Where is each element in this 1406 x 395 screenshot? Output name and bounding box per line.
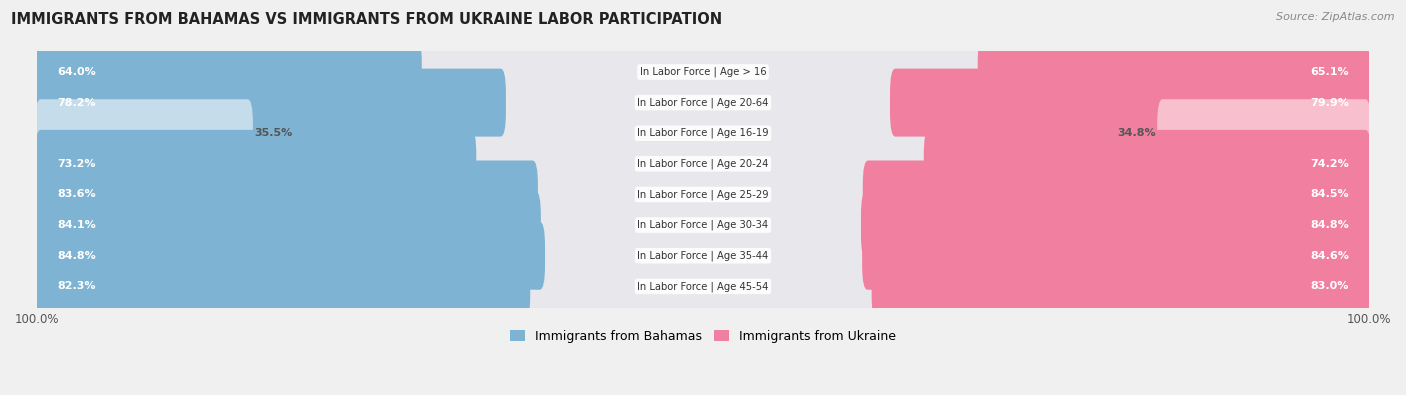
FancyBboxPatch shape [35, 129, 1371, 199]
Text: 73.2%: 73.2% [58, 159, 96, 169]
Text: 79.9%: 79.9% [1310, 98, 1348, 107]
FancyBboxPatch shape [862, 222, 1371, 290]
Text: 74.2%: 74.2% [1310, 159, 1348, 169]
Text: In Labor Force | Age 20-24: In Labor Force | Age 20-24 [637, 159, 769, 169]
Text: 35.5%: 35.5% [254, 128, 292, 138]
FancyBboxPatch shape [860, 191, 1371, 259]
Text: 78.2%: 78.2% [58, 98, 96, 107]
Text: In Labor Force | Age 16-19: In Labor Force | Age 16-19 [637, 128, 769, 139]
Text: In Labor Force | Age 30-34: In Labor Force | Age 30-34 [637, 220, 769, 230]
Text: 84.5%: 84.5% [1310, 190, 1348, 199]
FancyBboxPatch shape [977, 38, 1371, 106]
FancyBboxPatch shape [35, 38, 422, 106]
FancyBboxPatch shape [35, 251, 1371, 322]
Text: 34.8%: 34.8% [1118, 128, 1156, 138]
Text: In Labor Force | Age 45-54: In Labor Force | Age 45-54 [637, 281, 769, 292]
FancyBboxPatch shape [35, 68, 1371, 138]
Text: Source: ZipAtlas.com: Source: ZipAtlas.com [1277, 12, 1395, 22]
FancyBboxPatch shape [35, 220, 1371, 291]
Text: 64.0%: 64.0% [58, 67, 96, 77]
Text: In Labor Force | Age 20-64: In Labor Force | Age 20-64 [637, 97, 769, 108]
FancyBboxPatch shape [35, 99, 253, 167]
Text: 84.6%: 84.6% [1310, 251, 1348, 261]
FancyBboxPatch shape [35, 190, 1371, 260]
Text: 84.8%: 84.8% [58, 251, 96, 261]
FancyBboxPatch shape [35, 160, 538, 228]
FancyBboxPatch shape [35, 159, 1371, 230]
Text: In Labor Force | Age 35-44: In Labor Force | Age 35-44 [637, 250, 769, 261]
FancyBboxPatch shape [35, 222, 546, 290]
Text: 84.8%: 84.8% [1310, 220, 1348, 230]
Text: 82.3%: 82.3% [58, 281, 96, 292]
FancyBboxPatch shape [35, 191, 541, 259]
FancyBboxPatch shape [863, 160, 1371, 228]
FancyBboxPatch shape [872, 252, 1371, 320]
FancyBboxPatch shape [35, 69, 506, 137]
FancyBboxPatch shape [35, 98, 1371, 168]
FancyBboxPatch shape [924, 130, 1371, 198]
Text: In Labor Force | Age 25-29: In Labor Force | Age 25-29 [637, 189, 769, 200]
Text: 84.1%: 84.1% [58, 220, 96, 230]
FancyBboxPatch shape [35, 130, 477, 198]
Text: 65.1%: 65.1% [1310, 67, 1348, 77]
Text: IMMIGRANTS FROM BAHAMAS VS IMMIGRANTS FROM UKRAINE LABOR PARTICIPATION: IMMIGRANTS FROM BAHAMAS VS IMMIGRANTS FR… [11, 12, 723, 27]
Text: 83.6%: 83.6% [58, 190, 96, 199]
Text: In Labor Force | Age > 16: In Labor Force | Age > 16 [640, 67, 766, 77]
FancyBboxPatch shape [35, 37, 1371, 107]
FancyBboxPatch shape [890, 69, 1371, 137]
Text: 83.0%: 83.0% [1310, 281, 1348, 292]
FancyBboxPatch shape [1157, 99, 1371, 167]
Legend: Immigrants from Bahamas, Immigrants from Ukraine: Immigrants from Bahamas, Immigrants from… [505, 325, 901, 348]
FancyBboxPatch shape [35, 252, 530, 320]
